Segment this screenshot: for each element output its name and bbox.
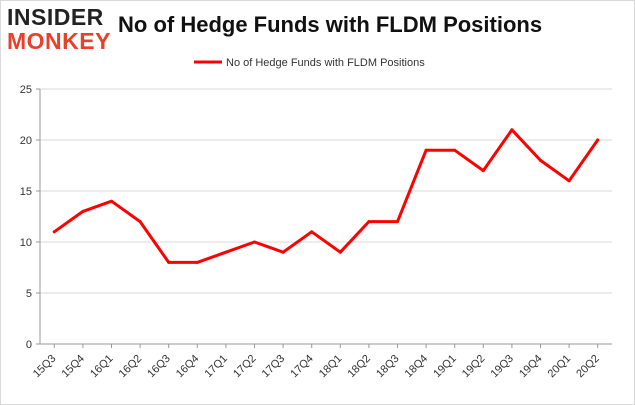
x-tick-label: 20Q2 xyxy=(574,353,602,381)
y-tick-label: 15 xyxy=(20,186,32,198)
x-tick-label: 18Q3 xyxy=(374,353,402,381)
series-line xyxy=(52,128,600,264)
data-point xyxy=(281,250,285,254)
x-tick-label: 16Q2 xyxy=(117,353,145,381)
gridlines xyxy=(40,88,612,294)
x-tick-label: 17Q1 xyxy=(202,353,230,381)
x-tick-label: 16Q4 xyxy=(174,353,202,381)
legend-label: No of Hedge Funds with FLDM Positions xyxy=(226,57,425,69)
data-point xyxy=(167,260,171,264)
legend: No of Hedge Funds with FLDM Positions xyxy=(194,57,425,69)
data-point xyxy=(510,128,514,132)
x-tick-label: 18Q4 xyxy=(403,353,431,381)
y-tick-label: 5 xyxy=(26,288,32,300)
logo-line2: MONKEY xyxy=(7,28,111,54)
x-tick-label: 18Q2 xyxy=(345,353,373,381)
data-point xyxy=(81,209,85,213)
data-point xyxy=(253,240,256,244)
series-layer xyxy=(52,128,600,264)
x-tick-label: 19Q1 xyxy=(431,353,459,381)
data-point xyxy=(567,179,571,183)
data-point xyxy=(195,260,199,264)
data-point xyxy=(453,148,457,152)
y-tick-label: 25 xyxy=(20,84,32,96)
y-axis-ticks: 0 5 10 15 20 25 xyxy=(20,84,40,351)
x-tick-label: 16Q3 xyxy=(145,353,173,381)
data-point xyxy=(367,220,371,224)
x-tick-label: 20Q1 xyxy=(546,353,574,381)
y-tick-label: 0 xyxy=(26,339,32,351)
data-point xyxy=(138,220,142,224)
chart-title: No of Hedge Funds with FLDM Positions xyxy=(118,12,543,37)
x-tick-label: 15Q4 xyxy=(59,353,87,381)
x-tick-label: 19Q4 xyxy=(517,353,545,381)
data-point xyxy=(396,220,399,224)
data-point xyxy=(481,169,485,173)
data-point xyxy=(110,199,113,203)
x-tick-label: 19Q2 xyxy=(460,353,488,381)
x-tick-label: 17Q4 xyxy=(288,353,316,381)
insider-monkey-logo: INSIDER MONKEY xyxy=(7,6,111,53)
data-point xyxy=(224,250,228,254)
axes xyxy=(39,89,612,345)
data-point xyxy=(310,230,314,234)
data-point xyxy=(424,148,428,152)
data-point xyxy=(52,230,56,234)
x-tick-label: 16Q1 xyxy=(88,353,116,381)
x-tick-label: 18Q1 xyxy=(317,353,345,381)
x-axis-ticks: 15Q3 15Q4 16Q1 16Q2 16Q3 16Q4 17Q1 17Q2 17Q3 17Q4… xyxy=(31,344,602,380)
x-tick-label: 15Q3 xyxy=(31,353,59,381)
x-tick-label: 17Q3 xyxy=(260,353,288,381)
x-tick-label: 17Q2 xyxy=(231,353,259,381)
data-point xyxy=(338,250,342,254)
data-point xyxy=(596,138,600,142)
y-tick-label: 20 xyxy=(20,135,32,147)
logo-line1: INSIDER xyxy=(7,4,104,30)
y-tick-label: 10 xyxy=(20,237,32,249)
data-point xyxy=(539,158,542,162)
x-tick-label: 19Q3 xyxy=(488,353,516,381)
